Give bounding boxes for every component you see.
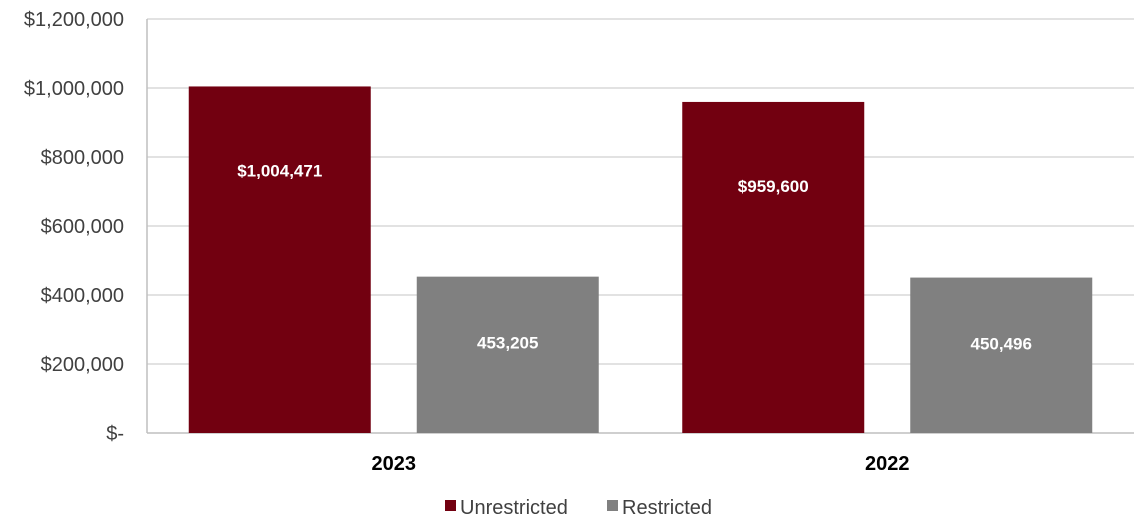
- y-tick-label: $800,000: [41, 147, 124, 169]
- legend-swatch: [445, 500, 456, 511]
- data-label: 450,496: [971, 335, 1032, 354]
- y-axis-tick-labels: $- $200,000 $400,000 $600,000 $800,000 $1,000…: [24, 9, 124, 445]
- data-label: $1,004,471: [237, 161, 322, 180]
- legend: Unrestricted Restricted: [445, 497, 712, 519]
- x-axis-category-labels: 2023 2022: [372, 453, 910, 475]
- y-tick-label: $200,000: [41, 354, 124, 376]
- legend-label: Unrestricted: [460, 497, 568, 519]
- y-tick-label: $1,000,000: [24, 78, 124, 100]
- x-tick-label: 2022: [865, 453, 910, 475]
- data-label: $959,600: [738, 177, 809, 196]
- y-tick-label: $600,000: [41, 216, 124, 238]
- legend-swatch: [607, 500, 618, 511]
- legend-label: Restricted: [622, 497, 712, 519]
- bars: [188, 86, 1093, 434]
- bar-unrestricted-2022: [682, 101, 865, 434]
- data-labels: $1,004,471 453,205 $959,600 450,496: [237, 161, 1032, 353]
- bar-restricted-2023: [416, 276, 599, 433]
- y-tick-label: $-: [106, 423, 124, 445]
- bar-restricted-2022: [910, 277, 1093, 433]
- y-tick-label: $1,200,000: [24, 9, 124, 31]
- y-tick-label: $400,000: [41, 285, 124, 307]
- bar-unrestricted-2023: [188, 86, 371, 433]
- x-tick-label: 2023: [372, 453, 417, 475]
- data-label: 453,205: [477, 334, 538, 353]
